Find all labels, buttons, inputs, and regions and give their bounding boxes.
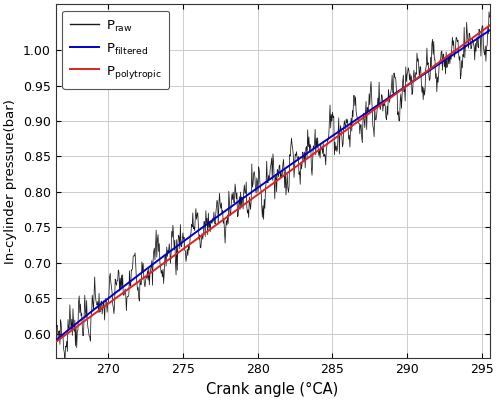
X-axis label: Crank angle (°CA): Crank angle (°CA) [207, 382, 339, 397]
Y-axis label: In-cylinder pressure(bar): In-cylinder pressure(bar) [4, 99, 17, 264]
Legend: P$_{\rm raw}$, P$_{\rm filtered}$, P$_{\rm polytropic}$: P$_{\rm raw}$, P$_{\rm filtered}$, P$_{\… [62, 11, 170, 89]
